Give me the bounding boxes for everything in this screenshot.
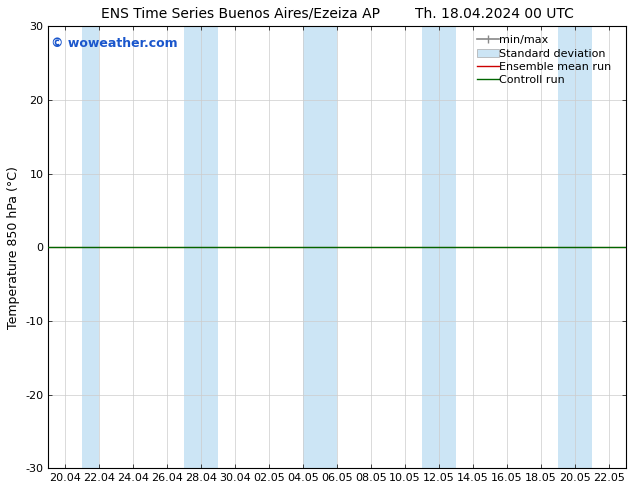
Y-axis label: Temperature 850 hPa (°C): Temperature 850 hPa (°C) — [7, 166, 20, 329]
Bar — [422, 26, 456, 468]
Bar — [558, 26, 592, 468]
Bar — [303, 26, 337, 468]
Text: © woweather.com: © woweather.com — [51, 37, 178, 50]
Bar — [184, 26, 218, 468]
Bar — [82, 26, 100, 468]
Legend: min/max, Standard deviation, Ensemble mean run, Controll run: min/max, Standard deviation, Ensemble me… — [474, 32, 620, 89]
Title: ENS Time Series Buenos Aires/Ezeiza AP        Th. 18.04.2024 00 UTC: ENS Time Series Buenos Aires/Ezeiza AP T… — [101, 7, 574, 21]
